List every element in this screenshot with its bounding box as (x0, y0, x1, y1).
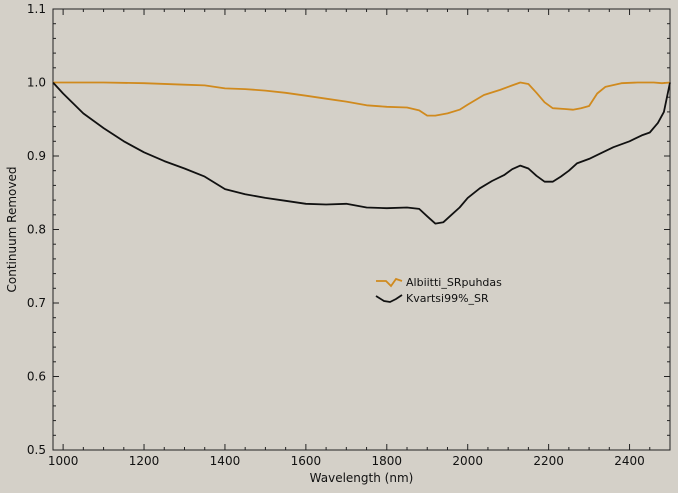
series-line-1 (53, 81, 671, 117)
legend-swatch-2 (375, 294, 403, 303)
x-tick-label: 1800 (372, 454, 403, 468)
y-axis-title: Continuum Removed (5, 167, 19, 293)
y-tick-label: 0.8 (27, 223, 46, 237)
series-layer (52, 81, 671, 225)
x-axis-title: Wavelength (nm) (310, 471, 414, 485)
y-tick-label: 0.5 (27, 443, 46, 457)
y-tick-label: 1.1 (27, 2, 46, 16)
x-tick-label: 2400 (614, 454, 645, 468)
series-line-2 (52, 81, 671, 225)
plot-frame (52, 8, 671, 451)
x-tick-label: 1200 (129, 454, 160, 468)
legend-label-1: Albiitti_SRpuhdas (406, 276, 502, 289)
legend: Albiitti_SRpuhdas Kvartsi99%_SR (375, 276, 502, 305)
x-tick-label: 2000 (452, 454, 483, 468)
x-tick-label: 1400 (210, 454, 241, 468)
x-tick-label: 1600 (291, 454, 322, 468)
y-tick-label: 0.6 (27, 370, 46, 384)
y-tick-label: 0.9 (27, 149, 46, 163)
x-tick-label: 1000 (48, 454, 79, 468)
y-tick-label: 0.7 (27, 296, 46, 310)
y-tick-label: 1.0 (27, 76, 46, 90)
y-axis: 0.5 0.6 0.7 0.8 0.9 1.0 1.1 (27, 2, 670, 457)
x-tick-label: 2200 (533, 454, 564, 468)
legend-label-2: Kvartsi99%_SR (406, 292, 489, 305)
legend-swatch-1 (376, 277, 403, 288)
x-axis: 1000 1200 1400 1600 1800 2000 2200 2400 (48, 9, 671, 468)
